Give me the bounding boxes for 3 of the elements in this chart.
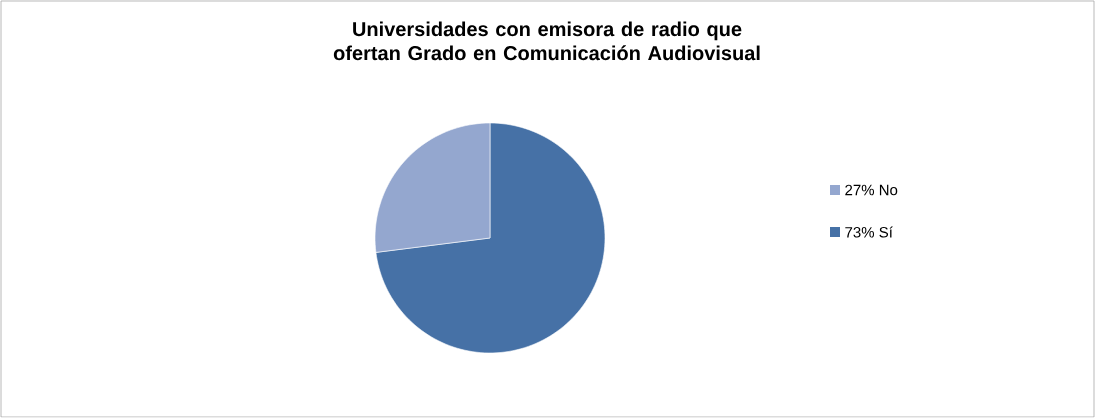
legend-label: 73% Sí — [845, 226, 893, 238]
chart-title: Universidades con emisora de radio que ofertan Grado en Comunicación Audiovisual — [333, 21, 760, 61]
legend-label: 27% No — [845, 184, 898, 196]
